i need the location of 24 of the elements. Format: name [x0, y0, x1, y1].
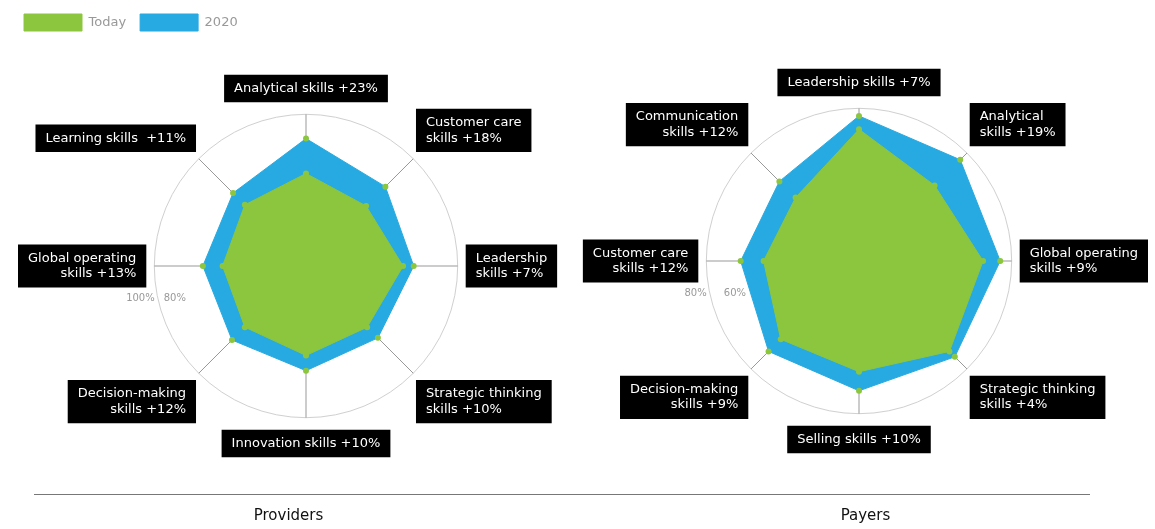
spoke-label: Strategic thinking skills +4%	[979, 380, 1096, 412]
spoke-label: Analytical skills +23%	[234, 79, 378, 95]
spoke-label: Decision-making skills +12%	[77, 385, 187, 416]
y-tick-label: 80%	[684, 286, 707, 298]
spoke-label: Leadership skills +7%	[475, 249, 548, 281]
legend-label: Today	[87, 13, 127, 29]
legend-label: 2020	[204, 13, 238, 29]
spoke-label: Customer care skills +12%	[592, 244, 689, 276]
spoke-label: Leadership skills +7%	[787, 73, 931, 89]
spoke-label: Learning skills +11%	[45, 129, 187, 145]
spoke-label: Innovation skills +10%	[231, 434, 381, 450]
spoke-label: Decision-making skills +9%	[630, 380, 739, 412]
text: Providers	[253, 505, 324, 524]
spoke-label: Analytical skills +19%	[979, 108, 1056, 139]
spoke-label: Global operating skills +13%	[27, 249, 137, 281]
spoke-label: Communication skills +12%	[635, 108, 739, 139]
spoke-label: Global operating skills +9%	[1029, 244, 1139, 276]
spoke-label: Selling skills +10%	[797, 430, 921, 446]
y-tick-label: 60%	[723, 286, 747, 298]
text: Payers	[840, 505, 891, 524]
y-tick-label: 80%	[163, 291, 186, 303]
spoke-label: Customer care skills +18%	[425, 113, 522, 145]
spoke-label: Strategic thinking skills +10%	[425, 385, 542, 416]
y-tick-label: 100%	[126, 291, 155, 303]
